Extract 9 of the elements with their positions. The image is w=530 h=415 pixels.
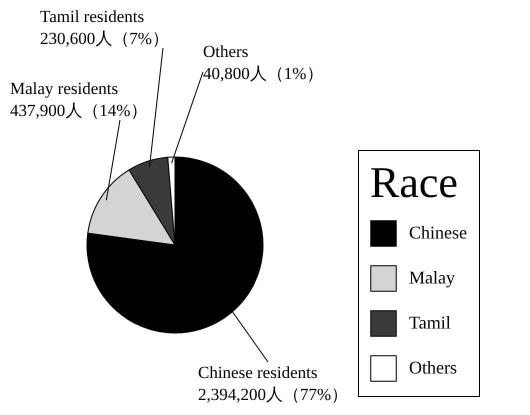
legend-label: Tamil <box>409 312 451 332</box>
legend-label: Others <box>409 358 457 378</box>
data-label: Chinese residents 2,394,200人（77%） <box>198 363 348 404</box>
legend-label: Chinese <box>409 222 467 242</box>
data-label: Tamil residents 230,600人（7%） <box>40 7 169 48</box>
data-label: Others 40,800人（1%） <box>203 42 324 83</box>
data-label: Malay residents 437,900人（14%） <box>10 79 148 120</box>
legend-label: Malay <box>409 268 455 288</box>
legend-title: Race <box>370 158 458 207</box>
